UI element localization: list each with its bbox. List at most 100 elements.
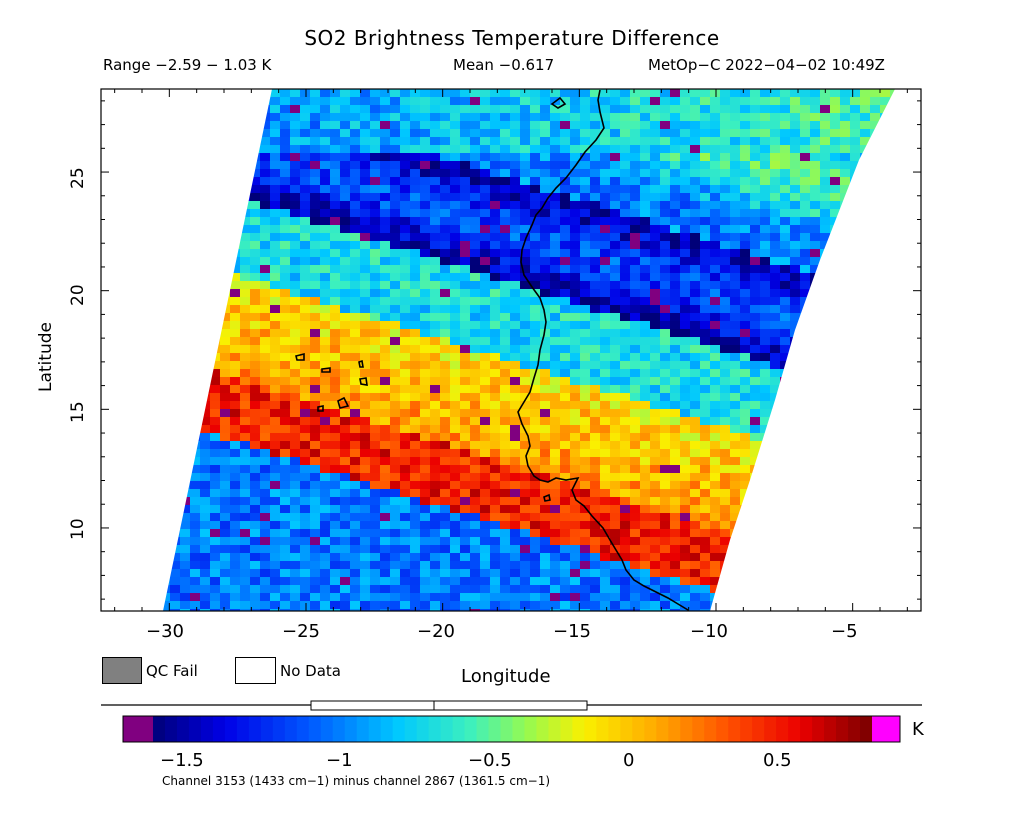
swath-pixel [450, 145, 460, 153]
swath-pixel [860, 217, 870, 225]
swath-pixel [800, 161, 810, 169]
swath-pixel [460, 377, 470, 385]
swath-pixel [580, 121, 590, 129]
swath-pixel [220, 273, 230, 281]
swath-pixel [520, 433, 530, 441]
swath-pixel [870, 593, 880, 601]
swath-pixel [470, 201, 480, 209]
swath-pixel [810, 537, 820, 545]
swath-pixel [480, 153, 490, 161]
swath-pixel [740, 217, 750, 225]
swath-pixel [320, 433, 330, 441]
swath-pixel [840, 321, 850, 329]
swath-pixel [170, 545, 180, 553]
swath-pixel [570, 473, 580, 481]
swath-pixel [310, 585, 320, 593]
swath-pixel [470, 169, 480, 177]
swath-pixel [330, 281, 340, 289]
swath-pixel [820, 137, 830, 145]
swath-pixel [210, 441, 220, 449]
swath-pixel [190, 361, 200, 369]
swath-pixel [390, 529, 400, 537]
swath-pixel [820, 553, 830, 561]
swath-pixel [530, 225, 540, 233]
swath-pixel [410, 217, 420, 225]
swath-pixel [460, 337, 470, 345]
swath-pixel [290, 129, 300, 137]
swath-pixel [540, 249, 550, 257]
swath-pixel [440, 329, 450, 337]
swath-pixel [820, 209, 830, 217]
swath-pixel [770, 505, 780, 513]
swath-pixel [460, 489, 470, 497]
swath-pixel [820, 505, 830, 513]
swath-pixel [880, 457, 890, 465]
swath-pixel [210, 105, 220, 113]
swath-pixel [440, 465, 450, 473]
swath-pixel [510, 281, 520, 289]
swath-pixel [310, 601, 320, 609]
swath-pixel [170, 465, 180, 473]
swath-pixel [590, 433, 600, 441]
swath-pixel [180, 361, 190, 369]
swath-pixel [840, 105, 850, 113]
swath-pixel [770, 329, 780, 337]
swath-pixel [500, 169, 510, 177]
swath-pixel [220, 553, 230, 561]
swath-pixel [780, 185, 790, 193]
swath-pixel [750, 121, 760, 129]
swath-pixel [560, 209, 570, 217]
swath-pixel [630, 425, 640, 433]
swath-pixel [310, 105, 320, 113]
swath-pixel [620, 433, 630, 441]
swath-pixel [830, 113, 840, 121]
swath-pixel [760, 153, 770, 161]
swath-pixel [580, 337, 590, 345]
swath-pixel [650, 121, 660, 129]
swath-pixel [660, 497, 670, 505]
swath-pixel [840, 385, 850, 393]
swath-pixel [390, 145, 400, 153]
swath-pixel [810, 369, 820, 377]
swath-pixel [770, 489, 780, 497]
swath-pixel [190, 209, 200, 217]
swath-pixel [440, 601, 450, 609]
swath-pixel [660, 201, 670, 209]
swath-pixel [360, 169, 370, 177]
swath-pixel [500, 185, 510, 193]
swath-pixel [270, 353, 280, 361]
swath-pixel [480, 377, 490, 385]
swath-pixel [770, 209, 780, 217]
swath-pixel [400, 417, 410, 425]
swath-pixel [240, 273, 250, 281]
swath-pixel [770, 465, 780, 473]
swath-pixel [400, 545, 410, 553]
swath-pixel [470, 113, 480, 121]
swath-pixel [410, 465, 420, 473]
swath-pixel [690, 233, 700, 241]
swath-pixel [620, 473, 630, 481]
swath-pixel [250, 129, 260, 137]
swath-pixel [740, 345, 750, 353]
swath-pixel [170, 273, 180, 281]
swath-pixel [750, 593, 760, 601]
swath-pixel [880, 145, 890, 153]
swath-pixel [750, 489, 760, 497]
swath-pixel [580, 193, 590, 201]
swath-pixel [460, 401, 470, 409]
swath-pixel [150, 233, 160, 241]
swath-pixel [360, 233, 370, 241]
swath-pixel [250, 145, 260, 153]
swath-pixel [550, 193, 560, 201]
swath-pixel [230, 441, 240, 449]
swath-pixel [800, 609, 810, 611]
swath-pixel [420, 369, 430, 377]
swath-pixel [580, 417, 590, 425]
swath-pixel [180, 553, 190, 561]
swath-pixel [590, 217, 600, 225]
swath-pixel [630, 329, 640, 337]
swath-pixel [440, 297, 450, 305]
swath-pixel [690, 137, 700, 145]
swath-pixel [590, 105, 600, 113]
swath-pixel [310, 553, 320, 561]
